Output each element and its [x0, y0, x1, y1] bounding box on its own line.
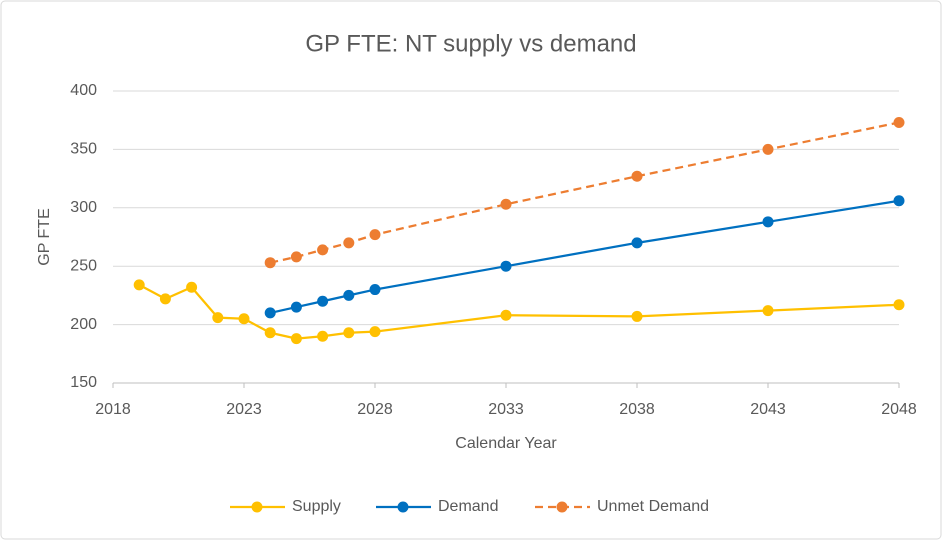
point	[500, 198, 512, 210]
x-tick-label: 2038	[619, 401, 655, 418]
y-tick-label: 200	[70, 316, 97, 333]
y-axis-label: GP FTE	[36, 208, 53, 266]
legend-marker	[251, 501, 263, 513]
point	[631, 170, 643, 182]
point	[290, 333, 302, 345]
point	[762, 305, 774, 317]
point	[631, 310, 643, 322]
point	[159, 293, 171, 305]
chart-title: GP FTE: NT supply vs demand	[305, 30, 636, 57]
point	[500, 260, 512, 272]
point	[264, 327, 276, 339]
y-tick-label: 350	[70, 141, 97, 158]
point	[343, 237, 355, 249]
point	[238, 313, 250, 325]
point	[893, 195, 905, 207]
point	[290, 251, 302, 263]
legend-label: Unmet Demand	[597, 498, 709, 515]
x-tick-label: 2023	[226, 401, 262, 418]
x-axis-label: Calendar Year	[455, 435, 557, 452]
point	[369, 326, 381, 338]
point	[264, 257, 276, 269]
point	[317, 330, 329, 342]
point	[500, 309, 512, 321]
x-tick-label: 2028	[357, 401, 393, 418]
point	[893, 117, 905, 129]
point	[762, 216, 774, 228]
point	[290, 301, 302, 313]
point	[369, 229, 381, 241]
point	[893, 299, 905, 311]
point	[212, 312, 224, 324]
point	[369, 284, 381, 296]
legend-marker	[556, 501, 568, 513]
series-line	[138, 283, 900, 340]
point	[343, 289, 355, 301]
point	[343, 327, 355, 339]
x-tick-label: 2048	[881, 401, 917, 418]
legend-label: Supply	[292, 498, 341, 515]
point	[317, 244, 329, 256]
point	[631, 237, 643, 249]
y-tick-label: 300	[70, 199, 97, 216]
point	[762, 143, 774, 155]
y-tick-label: 400	[70, 82, 97, 99]
point	[133, 279, 145, 291]
y-tick-label: 150	[70, 374, 97, 391]
x-tick-label: 2033	[488, 401, 524, 418]
x-tick-label: 2018	[95, 401, 131, 418]
legend-label: Demand	[438, 498, 498, 515]
legend-marker	[397, 501, 409, 513]
y-tick-label: 250	[70, 257, 97, 274]
x-tick-label: 2043	[750, 401, 786, 418]
point	[186, 281, 198, 293]
point	[264, 307, 276, 319]
point	[317, 295, 329, 307]
